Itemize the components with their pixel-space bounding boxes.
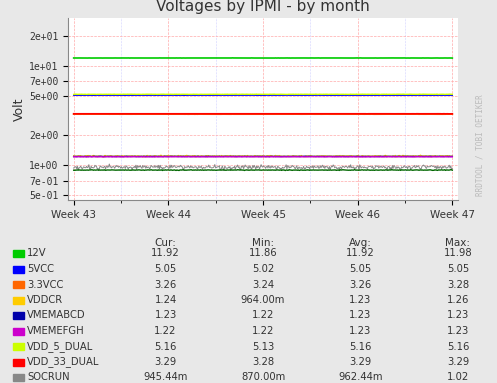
Text: 1.02: 1.02 [447, 373, 469, 383]
Text: 945.44m: 945.44m [143, 373, 188, 383]
Y-axis label: Volt: Volt [13, 97, 26, 121]
Text: 1.23: 1.23 [349, 295, 372, 305]
Text: 5.16: 5.16 [349, 342, 372, 352]
Text: Max:: Max: [445, 238, 471, 248]
Text: 3.29: 3.29 [349, 357, 372, 367]
Text: 3.24: 3.24 [252, 280, 274, 290]
Text: 12V: 12V [27, 249, 47, 259]
Text: 5VCC: 5VCC [27, 264, 54, 274]
Text: VDD_5_DUAL: VDD_5_DUAL [27, 341, 93, 352]
Text: 3.29: 3.29 [155, 357, 176, 367]
Text: Avg:: Avg: [349, 238, 372, 248]
Text: 3.3VCC: 3.3VCC [27, 280, 64, 290]
Text: 5.13: 5.13 [252, 342, 274, 352]
Text: 1.23: 1.23 [447, 326, 469, 336]
Text: 1.26: 1.26 [447, 295, 469, 305]
Text: 5.05: 5.05 [447, 264, 469, 274]
Text: 3.28: 3.28 [252, 357, 274, 367]
Text: 3.26: 3.26 [155, 280, 176, 290]
Text: 3.26: 3.26 [349, 280, 372, 290]
Text: Min:: Min: [252, 238, 274, 248]
Text: 1.23: 1.23 [349, 311, 372, 321]
Text: 11.98: 11.98 [444, 249, 472, 259]
Text: 964.00m: 964.00m [241, 295, 285, 305]
Text: 1.22: 1.22 [154, 326, 177, 336]
Text: 5.05: 5.05 [349, 264, 372, 274]
Text: 1.23: 1.23 [155, 311, 176, 321]
Text: 5.02: 5.02 [252, 264, 274, 274]
Text: 5.16: 5.16 [154, 342, 177, 352]
Text: VMEMABCD: VMEMABCD [27, 311, 85, 321]
Text: 1.23: 1.23 [447, 311, 469, 321]
Text: 1.23: 1.23 [349, 326, 372, 336]
Text: 962.44m: 962.44m [338, 373, 383, 383]
Text: 5.16: 5.16 [447, 342, 469, 352]
Text: 11.92: 11.92 [151, 249, 180, 259]
Text: 5.05: 5.05 [155, 264, 176, 274]
Text: 1.22: 1.22 [252, 326, 274, 336]
Text: 11.86: 11.86 [248, 249, 277, 259]
Title: Voltages by IPMI - by month: Voltages by IPMI - by month [156, 0, 370, 14]
Text: SOCRUN: SOCRUN [27, 373, 70, 383]
Text: VMEMEFGH: VMEMEFGH [27, 326, 84, 336]
Text: 1.24: 1.24 [155, 295, 176, 305]
Text: RRDTOOL / TOBI OETIKER: RRDTOOL / TOBI OETIKER [475, 95, 484, 196]
Text: VDD_33_DUAL: VDD_33_DUAL [27, 357, 99, 367]
Text: 870.00m: 870.00m [241, 373, 285, 383]
Text: 3.28: 3.28 [447, 280, 469, 290]
Text: 3.29: 3.29 [447, 357, 469, 367]
Text: 1.22: 1.22 [252, 311, 274, 321]
Text: Cur:: Cur: [155, 238, 176, 248]
Text: VDDCR: VDDCR [27, 295, 63, 305]
Text: 11.92: 11.92 [346, 249, 375, 259]
